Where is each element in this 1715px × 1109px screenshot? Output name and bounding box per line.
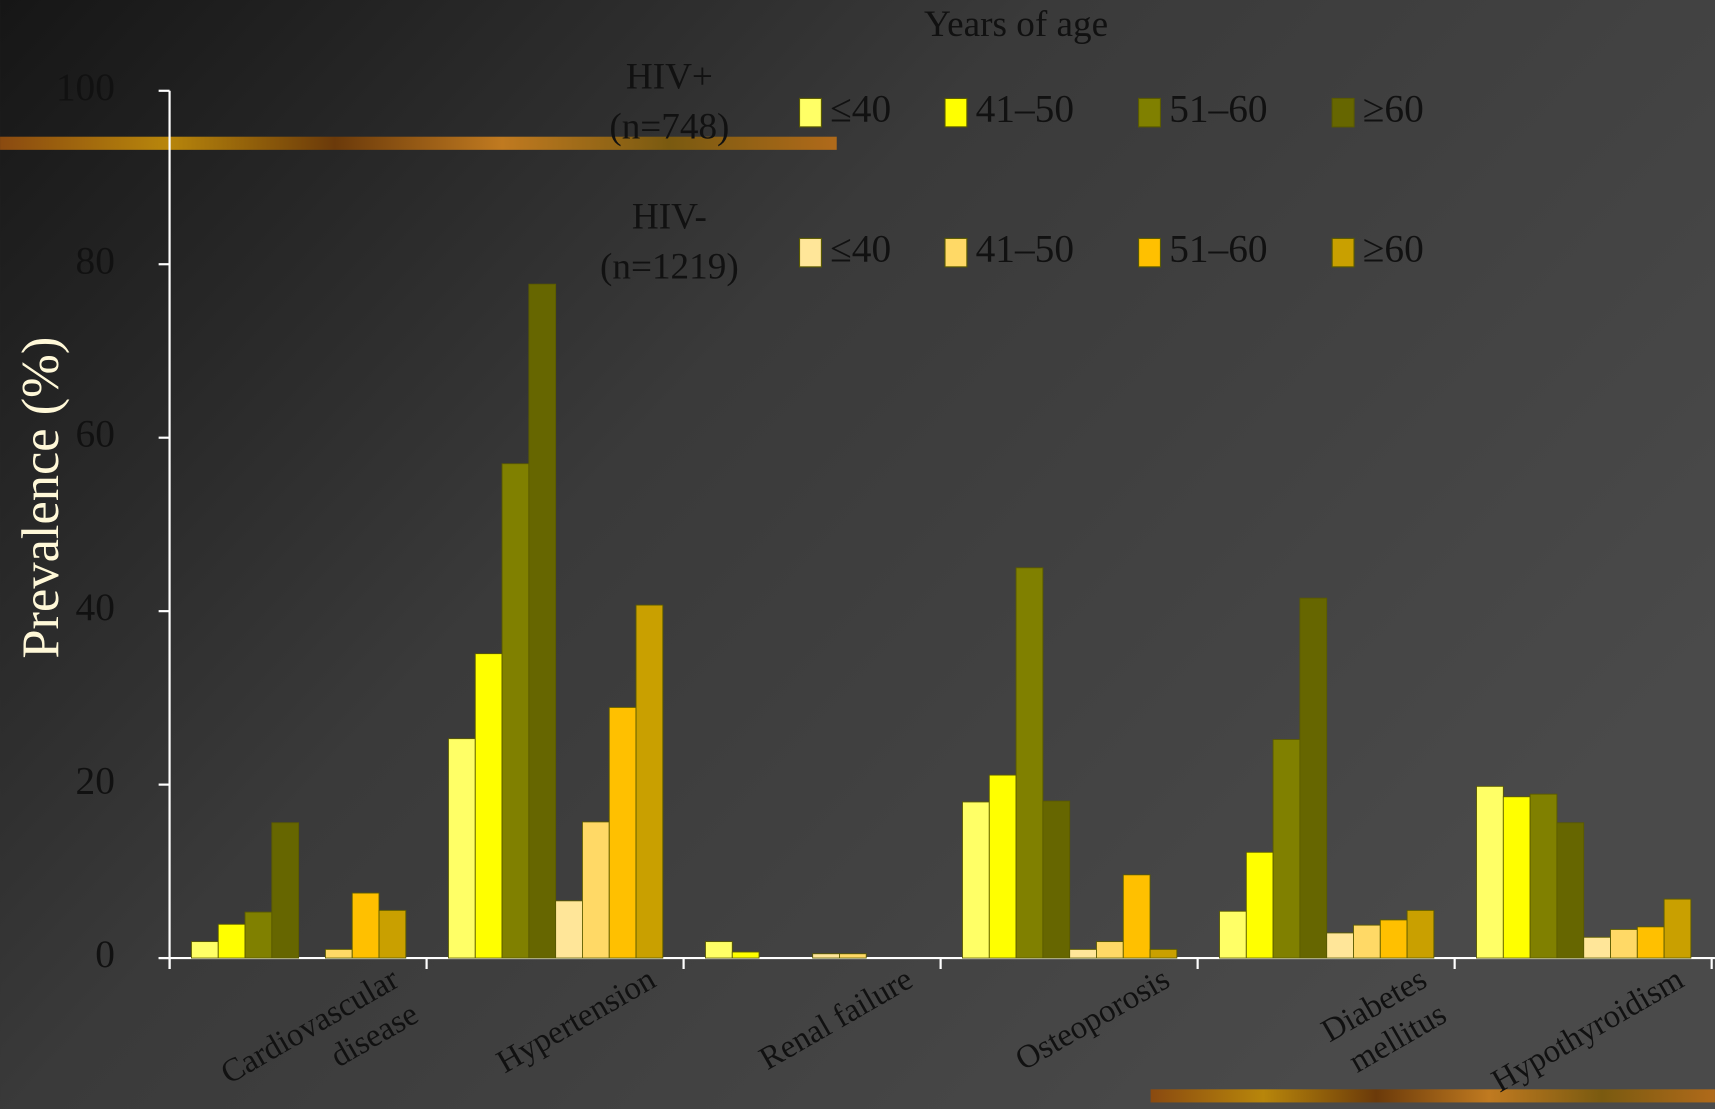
y-tick-label: 80 <box>76 238 115 282</box>
y-tick-label: 100 <box>56 65 115 109</box>
bar <box>1069 948 1097 959</box>
bar <box>1556 822 1585 959</box>
y-tick-label: 20 <box>76 759 115 803</box>
bar <box>1353 924 1381 959</box>
bar <box>705 941 733 959</box>
legend-label: ≤40 <box>830 227 891 271</box>
y-tick-label: 40 <box>76 585 115 629</box>
bar <box>1406 909 1435 959</box>
bar <box>1476 785 1504 959</box>
decor-stripe <box>1150 1089 1715 1103</box>
bar <box>988 774 1017 959</box>
bar <box>1636 926 1665 959</box>
bar <box>839 953 867 959</box>
legend-swatch <box>944 97 968 128</box>
legend-title: Years of age <box>924 4 1108 45</box>
legend-swatch <box>1138 97 1161 128</box>
bar <box>1583 936 1611 959</box>
legend-group-label: (n=1219) <box>600 247 739 288</box>
bar <box>217 923 246 959</box>
bar <box>731 951 760 959</box>
legend-swatch <box>1138 237 1161 268</box>
bar <box>244 911 273 959</box>
bar <box>1299 597 1328 959</box>
bar <box>191 941 219 959</box>
legend-label: 41–50 <box>976 87 1074 131</box>
bar <box>271 822 300 959</box>
bar <box>1219 910 1247 959</box>
bar <box>324 948 353 959</box>
bar <box>1610 929 1638 959</box>
bar <box>448 738 476 959</box>
bar <box>581 821 610 959</box>
legend-label: ≥60 <box>1363 87 1424 131</box>
y-tick-label: 60 <box>76 412 115 456</box>
bar <box>1326 932 1354 959</box>
legend-group-label: (n=748) <box>609 107 729 148</box>
y-tick-label: 0 <box>95 932 115 976</box>
bar <box>555 900 583 959</box>
bar <box>1096 941 1124 959</box>
legend-label: 41–50 <box>976 227 1074 271</box>
bar <box>635 604 664 959</box>
bar <box>1015 567 1044 959</box>
bar <box>812 953 840 959</box>
legend-label: 51–60 <box>1169 227 1267 271</box>
legend-group-label: HIV+ <box>626 56 713 97</box>
legend-swatch <box>798 97 822 128</box>
bar <box>608 706 637 959</box>
bar <box>1663 898 1692 959</box>
legend-label: 51–60 <box>1169 87 1267 131</box>
bar <box>528 283 557 959</box>
legend-swatch <box>944 237 968 268</box>
bar <box>1122 874 1151 959</box>
bar <box>1502 796 1531 959</box>
bar <box>962 801 990 959</box>
legend-swatch <box>1331 237 1355 268</box>
bar <box>1042 800 1071 959</box>
bar <box>1529 793 1558 959</box>
legend-label: ≥60 <box>1363 227 1424 271</box>
bar <box>1379 919 1408 959</box>
legend-label: ≤40 <box>830 87 891 131</box>
legend-swatch <box>798 237 822 268</box>
bar <box>501 463 530 959</box>
bar <box>351 892 380 959</box>
decor-stripe <box>0 136 837 150</box>
bar <box>1272 739 1301 959</box>
legend-group-label: HIV- <box>632 196 707 237</box>
legend-swatch <box>1331 97 1355 128</box>
bar <box>1149 948 1178 959</box>
y-axis-label: Prevalence (%) <box>12 337 70 659</box>
bar <box>378 909 407 959</box>
bar <box>1245 851 1274 959</box>
bar <box>474 653 503 959</box>
